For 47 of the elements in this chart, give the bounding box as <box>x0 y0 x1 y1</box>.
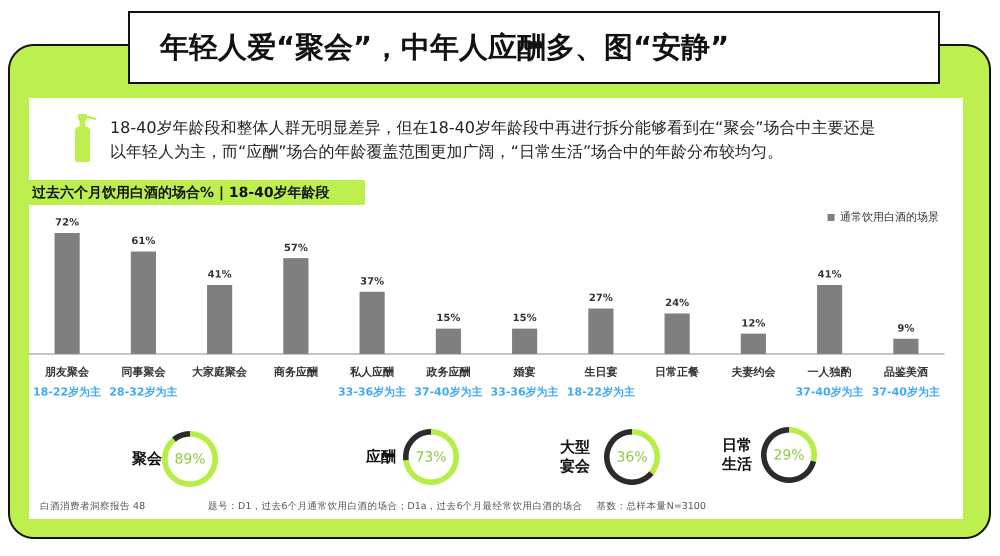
text: 28-32岁为主 <box>109 386 178 399</box>
x-tick-label: 同事聚会 <box>121 365 166 378</box>
data-label: 61% <box>131 236 156 248</box>
text: 29% <box>773 448 805 464</box>
data-label: 15% <box>436 313 460 324</box>
text: 日常生活 <box>722 436 753 474</box>
text: 37-40岁为主 <box>872 386 940 399</box>
data-label: 27% <box>588 293 613 304</box>
text: 33-36岁为主 <box>338 386 406 399</box>
x-tick-label: 私人应酬 <box>349 365 394 378</box>
text: 18-22岁为主 <box>566 386 635 399</box>
text: 37-40岁为主 <box>414 386 482 399</box>
text: 18-40岁年龄段和整体人群无明显差异，但在18-40岁年龄段中再进行拆分能够看到在“聚会”场合中主要还是以年轻人为主，而“应酬”场合的年龄覆盖范围更加广阔，“日常生活”场合中的年龄分布较均匀。 <box>110 117 877 163</box>
text: 年轻人爱“聚会”，中年人应酬多、图“安静” <box>160 28 730 66</box>
x-tick-label: 朋友聚会 <box>44 365 90 378</box>
x-tick-label: 一人独酌 <box>808 365 852 378</box>
text: 大型宴会 <box>560 438 591 476</box>
legend-label: 通常饮用白酒的场景 <box>840 210 939 224</box>
text: 89% <box>174 452 206 468</box>
x-tick-label: 日常正餐 <box>655 365 700 378</box>
x-tick-label: 生日宴 <box>583 365 618 378</box>
x-tick-label: 婚宴 <box>512 365 536 378</box>
text: 基数：总样本量N=3100 <box>596 500 706 513</box>
data-label: 72% <box>55 218 80 229</box>
text: 36% <box>616 450 648 466</box>
text: 37-40岁为主 <box>796 386 864 399</box>
data-label: 37% <box>360 276 384 288</box>
data-label: 12% <box>741 318 766 330</box>
data-label: 41% <box>208 270 232 281</box>
data-label: 9% <box>897 323 914 334</box>
chart-title: 过去六个月饮用白酒的场合% | 18-40岁年龄段 <box>32 184 330 202</box>
text: 白酒消费者洞察报告 48 <box>40 500 146 513</box>
text: 18-22岁为主 <box>33 386 102 399</box>
text: 聚会 <box>132 450 163 468</box>
data-label: 57% <box>284 242 308 254</box>
x-tick-label: 品鉴美酒 <box>884 365 928 378</box>
data-label: 24% <box>665 298 690 310</box>
data-label: 15% <box>512 313 537 324</box>
x-tick-label: 夫妻约会 <box>730 365 776 378</box>
text: 题号：D1，过去6个月通常饮用白酒的场合；D1a，过去6个月最经常饮用白酒的场合 <box>208 500 583 513</box>
x-tick-label: 商务应酬 <box>272 365 318 378</box>
x-tick-label: 政务应酬 <box>425 365 470 378</box>
data-label: 41% <box>818 270 842 281</box>
x-tick-label: 大家庭聚会 <box>192 365 248 378</box>
text: 应酬 <box>366 448 397 466</box>
text: 33-36岁为主 <box>490 386 559 399</box>
text: 73% <box>415 450 447 466</box>
